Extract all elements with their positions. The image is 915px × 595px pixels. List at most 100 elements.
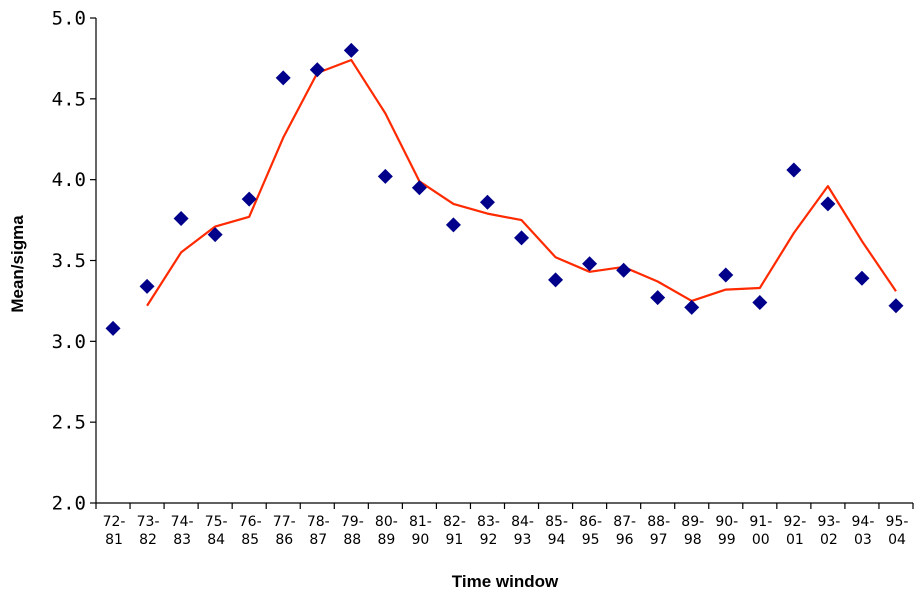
data-point-diamond xyxy=(309,62,325,78)
x-tick-label-line: 96 xyxy=(616,532,634,548)
x-tick-label: 79-88 xyxy=(341,514,364,548)
x-tick-label-line: 89 xyxy=(377,532,395,548)
x-tick-label: 85-94 xyxy=(545,514,568,548)
x-tick-label-line: 93 xyxy=(514,532,532,548)
x-tick-label: 91-00 xyxy=(749,514,772,548)
x-tick-label: 84-93 xyxy=(511,514,534,548)
x-axis: 72-8173-8274-8375-8476-8577-8678-8779-88… xyxy=(95,502,914,548)
fitted-line xyxy=(146,58,897,307)
y-tick-label: 2.0 xyxy=(52,493,86,515)
x-tick-label-line: 81- xyxy=(409,514,432,530)
data-point-diamond xyxy=(616,262,632,278)
x-tick-label: 92-01 xyxy=(783,514,806,548)
x-tick-label-line: 76- xyxy=(239,514,262,530)
fitted-line-series xyxy=(146,58,897,307)
x-tick-label-line: 82- xyxy=(443,514,466,530)
x-tick-label-line: 00 xyxy=(752,532,770,548)
y-tick-label: 3.0 xyxy=(52,331,86,353)
x-tick-label-line: 95 xyxy=(582,532,600,548)
x-tick-label-line: 90 xyxy=(411,532,429,548)
x-tick-label-line: 84- xyxy=(511,514,534,530)
x-tick-label-line: 02 xyxy=(820,532,838,548)
x-tick-label-line: 84 xyxy=(207,532,225,548)
y-tick-label: 3.5 xyxy=(52,250,86,272)
x-tick-label: 95-04 xyxy=(886,514,909,548)
x-tick-label-line: 92 xyxy=(480,532,498,548)
y-tick-label: 2.5 xyxy=(52,412,86,434)
data-point-diamond xyxy=(752,295,768,311)
x-tick-label-line: 79- xyxy=(341,514,364,530)
data-point-diamond xyxy=(445,217,461,233)
data-point-diamond xyxy=(514,230,530,246)
x-tick-label-line: 74- xyxy=(171,514,194,530)
x-tick-label-line: 89- xyxy=(681,514,704,530)
y-tick-label: 5.0 xyxy=(52,8,86,30)
x-tick-label-line: 93- xyxy=(817,514,840,530)
data-point-diamond xyxy=(207,227,223,243)
x-tick-label: 73-82 xyxy=(137,514,160,548)
x-tick-label: 80-89 xyxy=(375,514,398,548)
x-tick-label: 74-83 xyxy=(171,514,194,548)
data-point-diamond xyxy=(650,290,666,306)
x-tick-label: 94-03 xyxy=(852,514,875,548)
data-point-diamond xyxy=(548,272,564,288)
x-tick-label: 87-96 xyxy=(613,514,636,548)
data-point-diamond xyxy=(718,267,734,283)
x-tick-label-line: 83 xyxy=(173,532,191,548)
x-tick-label-line: 97 xyxy=(650,532,668,548)
x-tick-label-line: 73- xyxy=(137,514,160,530)
x-tick-label-line: 82 xyxy=(139,532,157,548)
x-tick-label-line: 88 xyxy=(343,532,361,548)
data-point-diamond xyxy=(684,299,700,315)
data-points-series xyxy=(105,42,904,336)
x-tick-label-line: 98 xyxy=(684,532,702,548)
data-point-diamond xyxy=(139,278,155,294)
x-tick-label-line: 94 xyxy=(548,532,566,548)
y-axis-title: Mean/sigma xyxy=(8,215,27,313)
x-tick-label-line: 75- xyxy=(205,514,228,530)
x-tick-label-line: 01 xyxy=(786,532,804,548)
x-tick-label-line: 04 xyxy=(888,532,906,548)
data-point-diamond xyxy=(854,270,870,286)
x-tick-label: 77-86 xyxy=(273,514,296,548)
x-tick-label: 88-97 xyxy=(647,514,670,548)
x-tick-label-line: 85- xyxy=(545,514,568,530)
x-tick-label-line: 86- xyxy=(579,514,602,530)
y-tick-label: 4.0 xyxy=(52,169,86,191)
x-tick-label-line: 91 xyxy=(446,532,464,548)
x-tick-label-line: 99 xyxy=(718,532,736,548)
x-tick-label: 78-87 xyxy=(307,514,330,548)
data-point-diamond xyxy=(786,162,802,178)
x-tick-label: 81-90 xyxy=(409,514,432,548)
x-tick-label: 82-91 xyxy=(443,514,466,548)
data-point-diamond xyxy=(479,194,495,210)
x-tick-label: 89-98 xyxy=(681,514,704,548)
x-tick-label-line: 95- xyxy=(886,514,909,530)
x-tick-label: 86-95 xyxy=(579,514,602,548)
x-tick-label: 72-81 xyxy=(103,514,126,548)
x-tick-label: 75-84 xyxy=(205,514,228,548)
x-tick-label-line: 88- xyxy=(647,514,670,530)
x-tick-label-line: 87- xyxy=(613,514,636,530)
data-point-diamond xyxy=(241,191,257,207)
x-tick-label-line: 78- xyxy=(307,514,330,530)
x-tick-label: 93-02 xyxy=(817,514,840,548)
x-tick-label-line: 83- xyxy=(477,514,500,530)
data-point-diamond xyxy=(582,256,598,272)
x-tick-label: 83-92 xyxy=(477,514,500,548)
x-tick-label: 90-99 xyxy=(715,514,738,548)
x-tick-label-line: 90- xyxy=(715,514,738,530)
x-tick-label-line: 94- xyxy=(852,514,875,530)
x-tick-label-line: 87 xyxy=(309,532,327,548)
x-axis-title: Time window xyxy=(452,572,559,591)
x-tick-label-line: 03 xyxy=(854,532,872,548)
x-tick-label-line: 77- xyxy=(273,514,296,530)
x-tick-label-line: 86 xyxy=(275,532,293,548)
x-tick-label-line: 92- xyxy=(783,514,806,530)
data-point-diamond xyxy=(343,42,359,58)
data-point-diamond xyxy=(411,180,427,196)
x-tick-label-line: 80- xyxy=(375,514,398,530)
data-point-diamond xyxy=(377,168,393,184)
data-point-diamond xyxy=(888,298,904,314)
